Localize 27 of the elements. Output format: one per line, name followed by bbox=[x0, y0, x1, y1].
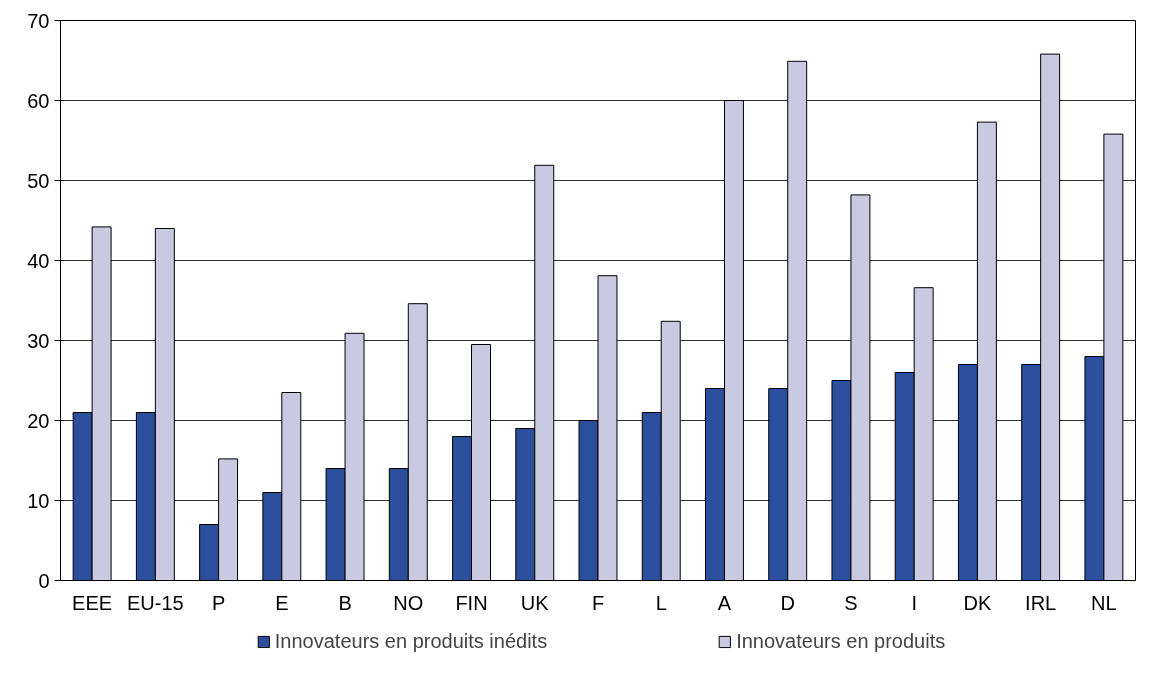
x-tick-label: UK bbox=[520, 591, 550, 614]
x-tick-label: F bbox=[591, 591, 605, 614]
x-tick-label: L bbox=[655, 591, 667, 614]
x-tick-label: FIN bbox=[455, 591, 488, 614]
x-tick-label: I bbox=[911, 591, 917, 614]
x-tick-label: NO bbox=[393, 591, 424, 614]
y-tick-label: 50 bbox=[27, 169, 50, 192]
y-tick-label: 0 bbox=[38, 569, 50, 592]
legend-label: Innovateurs en produits inédits bbox=[274, 629, 548, 653]
x-tick-label: P bbox=[211, 591, 226, 614]
x-tick-label: IRL bbox=[1025, 591, 1057, 614]
x-tick-label: B bbox=[338, 591, 352, 614]
y-tick-label: 70 bbox=[27, 9, 50, 32]
x-tick-label: EEE bbox=[72, 591, 113, 614]
x-tick-label: E bbox=[275, 591, 289, 614]
y-tick-label: 20 bbox=[27, 409, 50, 432]
y-tick-label: 60 bbox=[27, 89, 50, 112]
legend-label: Innovateurs en produits bbox=[736, 629, 946, 653]
x-tick-label: EU-15 bbox=[127, 591, 184, 614]
x-tick-label: DK bbox=[963, 591, 992, 614]
x-tick-label: A bbox=[717, 591, 732, 614]
y-tick-label: 10 bbox=[27, 489, 50, 512]
y-tick-label: 30 bbox=[27, 329, 50, 352]
y-tick-label: 40 bbox=[27, 249, 50, 272]
x-tick-label: S bbox=[844, 591, 858, 614]
x-tick-label: D bbox=[780, 591, 795, 614]
x-tick-label: NL bbox=[1091, 591, 1117, 614]
